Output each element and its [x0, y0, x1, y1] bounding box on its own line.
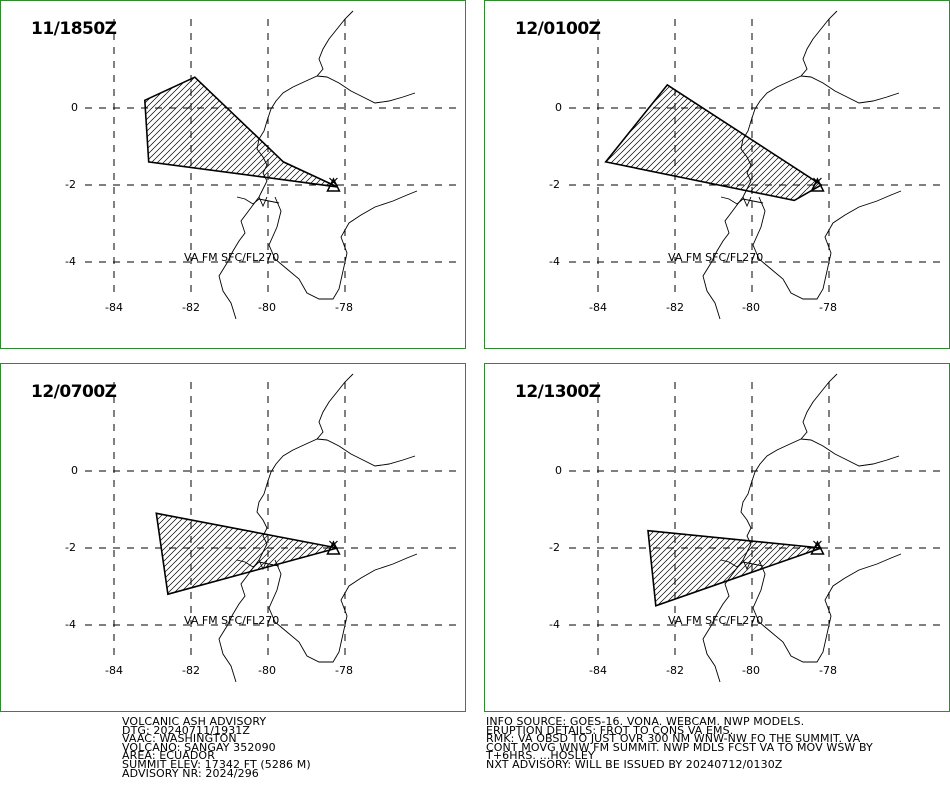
lat-label: 0	[71, 464, 78, 477]
panel-level-label-3: VA FM SFC/FL270	[184, 614, 280, 627]
eruption-marker-icon	[329, 540, 338, 550]
coastline	[752, 553, 902, 663]
ash-map-3	[85, 373, 461, 683]
advisory-line: ADVISORY NR: 2024/296	[122, 766, 259, 780]
forecast-panel-3: 12/0700Z VA FM SFC/FL270 -84 -82 -80 -78…	[0, 363, 466, 712]
lon-label: -80	[742, 301, 760, 314]
coastline	[742, 196, 752, 208]
coastline	[720, 196, 764, 205]
advisory-line: NXT ADVISORY: WILL BE ISSUED BY 20240712…	[486, 757, 783, 771]
advisory-line: RMK: VA OBSD TO JUST OVR 300 NM WNW-NW F…	[486, 732, 861, 746]
ash-cloud-polygon	[143, 76, 338, 188]
advisory-details-block: INFO SOURCE: GOES-16. VONA. WEBCAM. NWP …	[486, 715, 873, 771]
ash-map-2	[569, 10, 945, 320]
coastline	[702, 373, 838, 683]
forecast-panel-1: 11/1850Z VA FM SFC/FL270 -84 -82 -80 -78…	[0, 0, 466, 349]
lon-label: -82	[666, 664, 684, 677]
lat-label: -2	[65, 541, 76, 554]
ash-map-1	[85, 10, 461, 320]
lon-label: -84	[105, 664, 123, 677]
panel-time-2: 12/0100Z	[515, 19, 601, 39]
advisory-line: VAAC: WASHINGTON	[122, 732, 237, 746]
lon-label: -84	[589, 301, 607, 314]
lat-label: 0	[555, 464, 562, 477]
lon-label: -80	[258, 301, 276, 314]
lat-label: -4	[549, 255, 560, 268]
eruption-marker-icon	[329, 177, 338, 187]
lon-label: -82	[666, 301, 684, 314]
ash-cloud-polygon	[155, 512, 338, 596]
coastline	[800, 75, 900, 104]
advisory-line: INFO SOURCE: GOES-16. VONA. WEBCAM. NWP …	[486, 715, 805, 728]
advisory-line: VOLCANO: SANGAY 352090	[122, 740, 276, 754]
lon-label: -82	[182, 301, 200, 314]
lat-label: -4	[65, 255, 76, 268]
advisory-line: ERUPTION DETAILS: FRQT TO CONS VA EMS.	[486, 723, 734, 737]
lon-label: -80	[742, 664, 760, 677]
coastline	[268, 190, 418, 300]
lon-label: -84	[105, 301, 123, 314]
eruption-marker-icon	[813, 177, 822, 187]
lon-label: -80	[258, 664, 276, 677]
panel-level-label-1: VA FM SFC/FL270	[184, 251, 280, 264]
lat-label: 0	[71, 101, 78, 114]
ash-map-4	[569, 373, 945, 683]
advisory-line: SUMMIT ELEV: 17342 FT (5286 M)	[122, 757, 311, 771]
advisory-line: AREA: ECUADOR	[122, 749, 215, 763]
coastline	[236, 196, 280, 205]
lon-label: -78	[819, 301, 837, 314]
panel-time-3: 12/0700Z	[31, 382, 117, 402]
panel-level-label-4: VA FM SFC/FL270	[668, 614, 764, 627]
forecast-panel-2: 12/0100Z VA FM SFC/FL270 -84 -82 -80 -78…	[484, 0, 950, 349]
advisory-header-block: VOLCANIC ASH ADVISORY DTG: 20240711/1931…	[122, 715, 311, 780]
advisory-line: T+6HRS. ...HOSLEY	[486, 749, 595, 763]
lat-label: -2	[65, 178, 76, 191]
coastline	[752, 190, 902, 300]
lon-label: -82	[182, 664, 200, 677]
coastline	[316, 75, 416, 104]
panel-time-4: 12/1300Z	[515, 382, 601, 402]
lon-label: -84	[589, 664, 607, 677]
lat-label: -4	[65, 618, 76, 631]
lon-label: -78	[335, 301, 353, 314]
eruption-marker-icon	[813, 540, 822, 550]
lat-label: -2	[549, 178, 560, 191]
ash-cloud-polygon	[647, 529, 822, 607]
lon-label: -78	[335, 664, 353, 677]
ash-cloud-polygon	[604, 83, 823, 202]
advisory-line: CONT MOVG WNW FM SUMMIT. NWP MDLS FCST V…	[486, 740, 873, 754]
lat-label: -2	[549, 541, 560, 554]
advisory-line: DTG: 20240711/1931Z	[122, 723, 251, 737]
coastline	[268, 553, 418, 663]
lat-label: -4	[549, 618, 560, 631]
panel-level-label-2: VA FM SFC/FL270	[668, 251, 764, 264]
advisory-line: VOLCANIC ASH ADVISORY	[122, 715, 267, 728]
lat-label: 0	[555, 101, 562, 114]
coastline	[218, 373, 354, 683]
panel-time-1: 11/1850Z	[31, 19, 117, 39]
coastline	[258, 196, 268, 208]
coastline	[316, 438, 416, 467]
lon-label: -78	[819, 664, 837, 677]
coastline	[800, 438, 900, 467]
forecast-panel-4: 12/1300Z VA FM SFC/FL270 -84 -82 -80 -78…	[484, 363, 950, 712]
